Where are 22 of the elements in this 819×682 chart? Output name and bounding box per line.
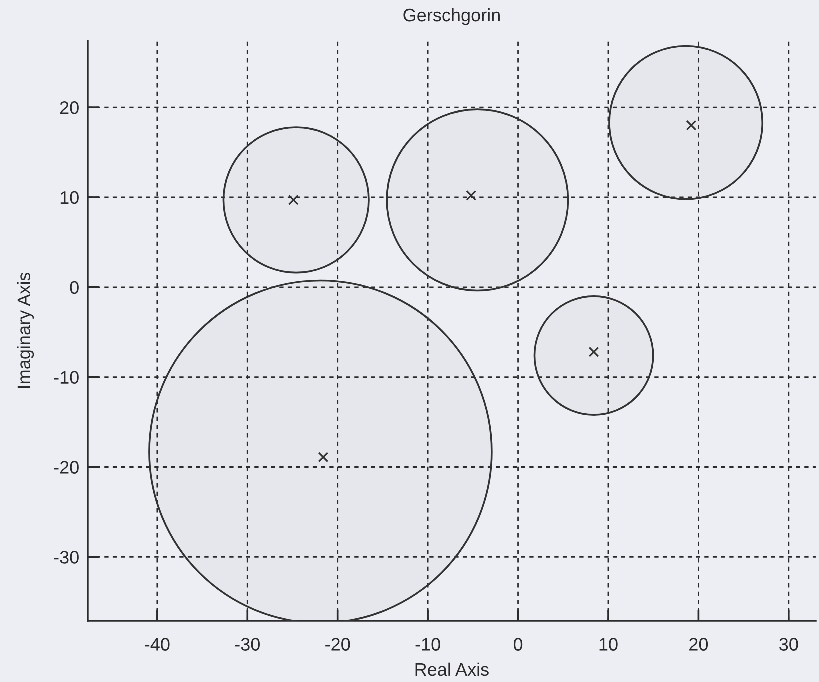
x-tick-label: -20 xyxy=(326,638,350,651)
y-tick-label: -30 xyxy=(54,551,79,564)
x-tick-label: 20 xyxy=(690,638,708,651)
point xyxy=(318,452,329,463)
y-tick-label: 0 xyxy=(70,281,79,294)
x-tick-label: -30 xyxy=(235,638,260,651)
point xyxy=(588,346,600,358)
x-axis-title: Real Axis xyxy=(416,662,489,676)
y-tick-label: -10 xyxy=(54,371,79,384)
chart-title: Gerschgorin xyxy=(404,8,500,26)
point xyxy=(288,194,299,206)
y-tick-label: 20 xyxy=(60,101,79,114)
x-tick-label: 0 xyxy=(514,638,523,651)
point xyxy=(686,120,697,131)
point xyxy=(466,190,477,201)
x-tick-label: -10 xyxy=(416,638,440,651)
y-tick-label: -20 xyxy=(54,461,79,474)
x-tick-label: 30 xyxy=(780,638,798,651)
x-tick-label: -40 xyxy=(145,638,170,651)
y-tick-label: 10 xyxy=(60,191,79,204)
x-tick-label: 10 xyxy=(600,638,618,651)
y-axis-title: Imaginary Axis xyxy=(17,272,34,388)
